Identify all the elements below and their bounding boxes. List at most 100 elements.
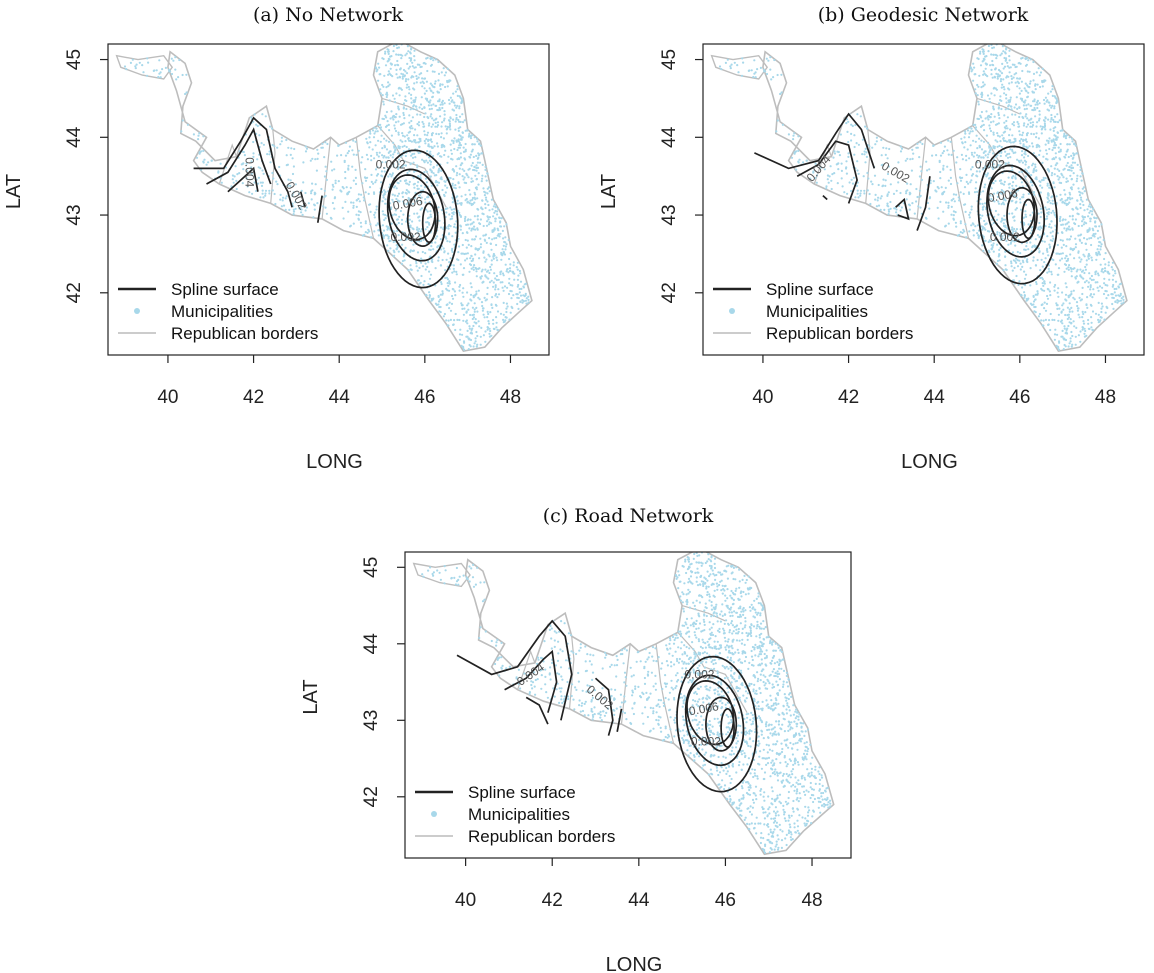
municipality-point	[381, 200, 384, 203]
municipality-point	[369, 141, 372, 144]
legend-label: Republican borders	[171, 324, 318, 343]
municipality-point	[863, 189, 866, 192]
municipality-point	[1010, 108, 1013, 111]
municipality-point	[457, 182, 460, 185]
municipality-point	[889, 200, 892, 204]
municipality-point	[1031, 246, 1034, 249]
municipality-point	[375, 224, 378, 227]
municipality-point	[648, 651, 651, 655]
municipality-point	[984, 55, 987, 58]
municipality-point	[271, 171, 274, 175]
municipality-point	[960, 153, 964, 156]
municipality-point	[1091, 210, 1094, 213]
municipality-point	[977, 229, 981, 232]
municipality-point	[1098, 253, 1102, 256]
municipality-point	[745, 781, 748, 784]
municipality-point	[476, 215, 479, 218]
municipality-point	[995, 166, 998, 169]
municipality-point	[419, 173, 422, 176]
y-tick-label: 44	[659, 126, 680, 148]
municipality-point	[511, 284, 514, 287]
municipality-point	[1051, 318, 1054, 321]
municipality-point	[1054, 144, 1058, 147]
municipality-point	[401, 259, 404, 263]
municipality-point	[272, 177, 275, 180]
municipality-point	[434, 237, 437, 240]
municipality-point	[717, 735, 721, 738]
municipality-point	[992, 221, 995, 225]
municipality-point	[893, 207, 897, 210]
municipality-point	[1034, 103, 1037, 106]
municipality-point	[747, 69, 750, 72]
municipality-point	[437, 170, 440, 173]
municipality-point	[347, 168, 350, 171]
municipality-point	[795, 168, 798, 171]
contour-line	[1006, 186, 1038, 244]
municipality-point	[1027, 59, 1030, 62]
municipality-point	[399, 139, 402, 142]
municipality-point	[1047, 254, 1050, 257]
municipality-point	[900, 147, 904, 150]
municipality-point	[441, 121, 444, 124]
municipality-point	[476, 137, 479, 140]
municipality-point	[939, 154, 943, 157]
municipality-point	[511, 270, 515, 273]
municipality-point	[749, 786, 752, 789]
municipality-point	[970, 127, 973, 130]
municipality-point	[250, 116, 253, 119]
municipality-point	[509, 252, 512, 255]
municipality-point	[1068, 321, 1071, 324]
municipality-point	[918, 195, 921, 198]
municipality-point	[1005, 76, 1008, 79]
municipality-point	[815, 181, 818, 184]
municipality-point	[1064, 338, 1068, 342]
municipality-point	[939, 141, 943, 144]
municipality-point	[441, 106, 444, 110]
municipality-point	[992, 120, 995, 123]
municipality-point	[983, 186, 986, 189]
x-tick-label: 42	[838, 387, 859, 408]
municipality-point	[1061, 304, 1064, 307]
municipality-point	[490, 279, 493, 282]
municipality-point	[1083, 209, 1086, 212]
municipality-point	[455, 113, 458, 117]
municipality-point	[1080, 179, 1083, 182]
municipality-point	[1100, 223, 1103, 226]
municipality-point	[459, 215, 463, 218]
municipality-point	[1058, 307, 1061, 310]
municipality-point	[384, 213, 387, 217]
municipality-point	[479, 144, 482, 147]
municipality-point	[430, 140, 433, 143]
municipality-point	[1065, 180, 1068, 183]
municipality-point	[333, 197, 336, 200]
municipality-point	[895, 211, 898, 214]
municipality-point	[871, 146, 874, 149]
municipality-point	[1014, 176, 1017, 179]
municipality-point	[418, 266, 421, 269]
municipality-point	[468, 270, 471, 273]
municipality-point	[875, 136, 879, 139]
municipality-point	[490, 198, 493, 201]
municipality-point	[1007, 104, 1011, 107]
municipality-point	[978, 144, 981, 147]
municipality-point	[402, 73, 405, 76]
municipality-point	[516, 278, 520, 281]
municipality-point	[1023, 87, 1026, 90]
municipality-point	[493, 237, 496, 240]
municipality-point	[416, 187, 419, 190]
municipality-point	[497, 288, 500, 291]
municipality-point	[447, 252, 450, 255]
municipality-point	[982, 73, 985, 76]
municipality-point	[524, 282, 528, 285]
municipality-point	[1003, 88, 1006, 91]
municipality-point	[490, 334, 493, 337]
municipality-point	[935, 154, 938, 157]
municipality-point	[1064, 193, 1067, 196]
municipality-point	[1038, 250, 1041, 253]
municipality-point	[1069, 318, 1072, 321]
municipality-point	[1024, 210, 1027, 213]
municipality-point	[679, 595, 682, 598]
municipality-point	[495, 243, 498, 247]
municipality-point	[1056, 168, 1059, 171]
municipality-point	[468, 201, 471, 204]
